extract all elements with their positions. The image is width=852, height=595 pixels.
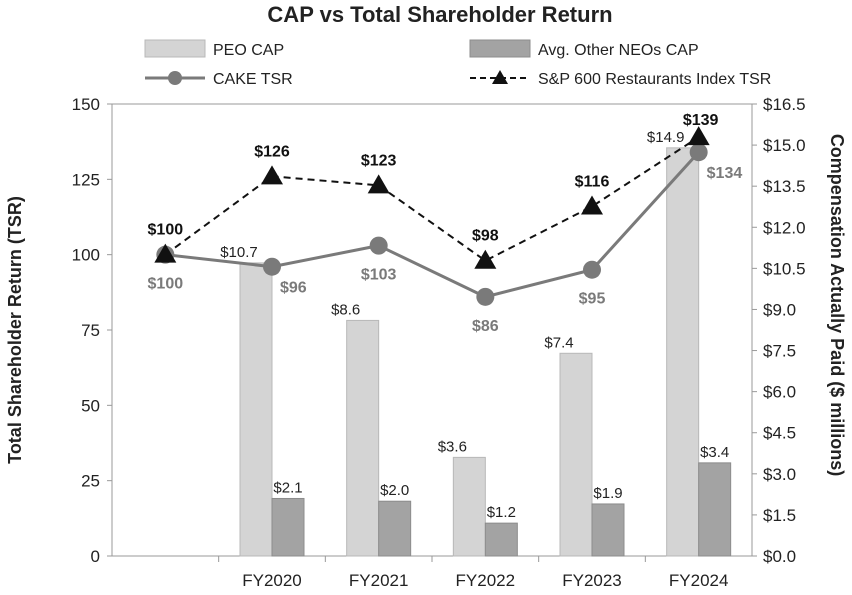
- label-sp600-tsr: $116: [575, 173, 610, 190]
- right-tick-label: $1.5: [763, 506, 796, 525]
- point-sp600-tsr: [154, 243, 177, 263]
- x-tick-label: FY2022: [456, 571, 516, 590]
- right-tick-label: $9.0: [763, 300, 796, 319]
- right-tick-label: $13.5: [763, 177, 806, 196]
- label-sp600-tsr: $139: [683, 112, 719, 129]
- bar-series: [239, 147, 732, 557]
- bar-label-peo-cap: $14.9: [647, 129, 685, 146]
- point-cake-tsr: [263, 257, 281, 276]
- legend-label-neo-cap: Avg. Other NEOs CAP: [538, 42, 699, 59]
- legend-marker-sp600: [492, 70, 508, 84]
- bar-label-avg-other-neos-cap: $2.0: [380, 482, 409, 499]
- bar-label-avg-other-neos-cap: $1.9: [593, 485, 622, 502]
- point-sp600-tsr: [367, 174, 390, 194]
- left-tick-label: 50: [81, 396, 100, 415]
- line-series: [154, 126, 710, 306]
- bar-avg-other-neos-cap: [378, 500, 412, 557]
- legend-marker-cake-tsr: [168, 71, 182, 85]
- label-cake-tsr: $86: [472, 318, 499, 335]
- point-sp600-tsr: [474, 249, 497, 269]
- bar-peo-cap: [239, 262, 273, 557]
- label-sp600-tsr: $98: [472, 228, 499, 245]
- x-tick-label: FY2021: [349, 571, 409, 590]
- left-tick-label: 25: [81, 472, 100, 491]
- label-cake-tsr: $103: [361, 267, 397, 284]
- left-tick-label: 125: [72, 170, 100, 189]
- x-tick-label: FY2023: [562, 571, 622, 590]
- point-sp600-tsr: [581, 195, 603, 215]
- right-tick-label: $6.0: [763, 383, 796, 402]
- left-tick-label: 150: [72, 95, 100, 114]
- legend: PEO CAP Avg. Other NEOs CAP CAKE TSR S&P…: [144, 39, 771, 88]
- x-tick-label: FY2024: [669, 571, 729, 590]
- right-tick-label: $12.0: [763, 218, 806, 237]
- right-tick-label: $3.0: [763, 465, 796, 484]
- label-sp600-tsr: $100: [148, 222, 184, 239]
- label-sp600-tsr: $126: [254, 143, 290, 160]
- y-axis-label: Total Shareholder Return (TSR): [5, 196, 25, 464]
- point-cake-tsr: [369, 236, 388, 255]
- bar-label-peo-cap: $7.4: [544, 334, 573, 351]
- legend-label-peo-cap: PEO CAP: [213, 42, 284, 59]
- plot-frame: [111, 103, 753, 557]
- label-cake-tsr: $134: [707, 165, 743, 182]
- right-tick-label: $16.5: [763, 95, 806, 114]
- data-labels: $10.7 $8.6 $3.6 $7.4 $14.9 $2.1 $2.0 $1.2 $1.9 $3…: [148, 112, 743, 521]
- y2-axis-label: Compensation Actually Paid ($ millions): [827, 134, 847, 476]
- bar-avg-other-neos-cap: [271, 497, 305, 557]
- bar-label-peo-cap: $3.6: [438, 438, 467, 455]
- bar-peo-cap: [559, 352, 593, 557]
- right-tick-label: $0.0: [763, 547, 796, 566]
- point-sp600-tsr: [261, 165, 283, 185]
- x-tick-label: FY2020: [242, 571, 302, 590]
- bar-peo-cap: [452, 456, 486, 557]
- bar-label-avg-other-neos-cap: $2.1: [273, 479, 302, 496]
- bar-avg-other-neos-cap: [484, 522, 518, 557]
- bar-avg-other-neos-cap: [698, 462, 732, 557]
- left-tick-label: 100: [72, 246, 100, 265]
- legend-label-cake-tsr: CAKE TSR: [213, 71, 293, 88]
- right-tick-label: $4.5: [763, 424, 796, 443]
- point-cake-tsr: [476, 287, 495, 306]
- legend-label-sp600: S&P 600 Restaurants Index TSR: [538, 71, 771, 88]
- label-cake-tsr: $95: [579, 291, 606, 308]
- bar-label-peo-cap: $8.6: [331, 301, 360, 318]
- left-axis-ticks: 0 25 50 75 100 125 150: [72, 95, 112, 566]
- right-axis-ticks: $0.0 $1.5 $3.0 $4.5 $6.0 $7.5 $9.0 $10.5 $12.0 $1…: [752, 95, 806, 566]
- x-axis-ticks: FY2020 FY2021 FY2022 FY2023 FY2024: [218, 556, 729, 590]
- point-sp600-tsr: [687, 126, 710, 146]
- right-tick-label: $7.5: [763, 342, 796, 361]
- left-tick-label: 0: [91, 547, 100, 566]
- legend-swatch-neo-cap: [469, 39, 531, 58]
- line-cake-tsr: [165, 151, 700, 299]
- bar-peo-cap: [346, 319, 380, 557]
- bar-label-avg-other-neos-cap: $3.4: [700, 444, 729, 461]
- label-sp600-tsr: $123: [361, 152, 397, 169]
- point-cake-tsr: [689, 143, 708, 162]
- right-tick-label: $15.0: [763, 136, 806, 155]
- line-sp600-tsr: [164, 136, 700, 262]
- legend-swatch-peo-cap: [144, 39, 206, 58]
- left-tick-label: 75: [81, 321, 100, 340]
- right-tick-label: $10.5: [763, 259, 806, 278]
- bar-peo-cap: [666, 147, 700, 557]
- bar-label-peo-cap: $10.7: [220, 244, 258, 261]
- point-cake-tsr: [583, 260, 601, 279]
- label-cake-tsr: $100: [148, 276, 184, 293]
- chart-title: CAP vs Total Shareholder Return: [267, 2, 612, 27]
- bar-avg-other-neos-cap: [591, 503, 625, 557]
- bar-label-avg-other-neos-cap: $1.2: [487, 504, 516, 521]
- label-cake-tsr: $96: [280, 280, 307, 297]
